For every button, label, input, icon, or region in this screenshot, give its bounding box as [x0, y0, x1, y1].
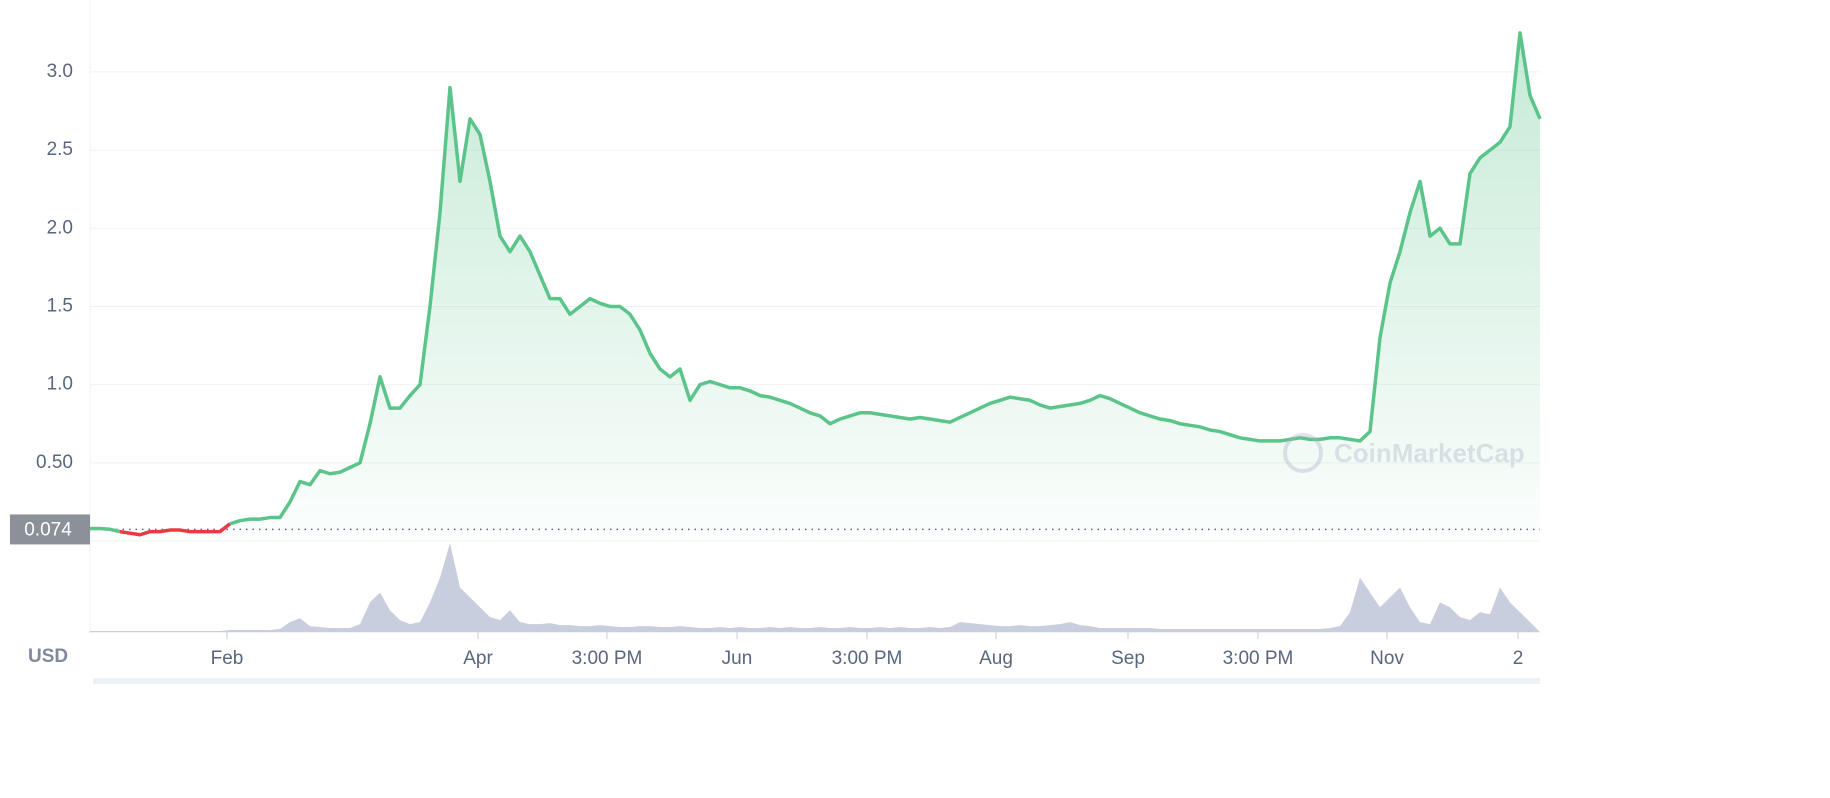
volume-area — [90, 543, 1540, 632]
price-line — [90, 526, 121, 534]
watermark: CoinMarketCap — [1283, 433, 1525, 473]
y-tick-label: 1.5 — [47, 295, 73, 316]
navigator — [93, 678, 1540, 684]
current-price-label: 0.074 — [24, 519, 72, 540]
x-tick-label: 3:00 PM — [832, 648, 903, 669]
x-tick-label: Nov — [1370, 648, 1404, 669]
x-tick-label: 2 — [1513, 648, 1524, 669]
y-tick-label: 2.5 — [47, 139, 73, 160]
x-tick-label: Sep — [1111, 648, 1145, 669]
price-line — [229, 31, 1542, 526]
price-area — [90, 32, 1540, 541]
watermark-logo — [1283, 433, 1323, 473]
y-tick-label: 0.50 — [36, 452, 73, 473]
x-tick-label: Feb — [211, 648, 244, 669]
x-tick-label: Apr — [463, 648, 493, 669]
price-label-box — [10, 514, 90, 545]
y-tick-label: 1.0 — [47, 374, 73, 395]
watermark-text: CoinMarketCap — [1334, 438, 1525, 468]
x-tick-label: Jun — [722, 648, 753, 669]
x-tick-label: 3:00 PM — [572, 648, 643, 669]
price-line — [119, 522, 232, 537]
x-tick-label: Aug — [979, 648, 1013, 669]
x-tick-label: 3:00 PM — [1223, 648, 1294, 669]
currency-label: USD — [28, 646, 68, 667]
y-tick-label: 3.0 — [47, 61, 73, 82]
y-tick-label: 2.0 — [47, 217, 73, 238]
